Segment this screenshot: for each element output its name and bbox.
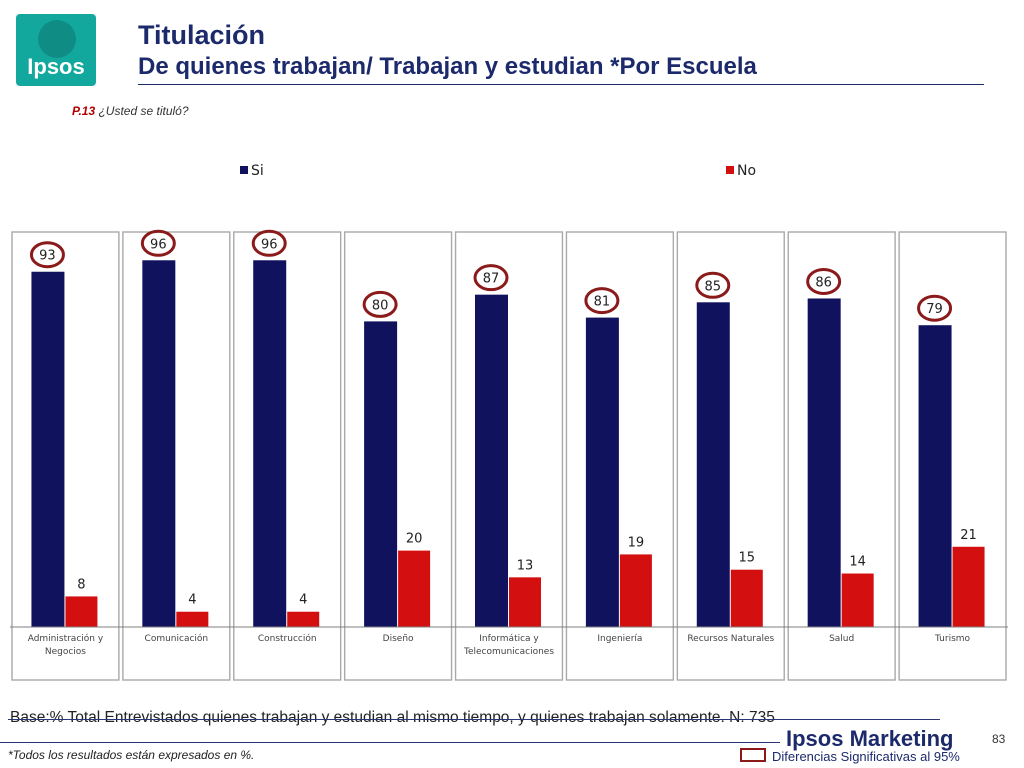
significance-marker (29, 241, 65, 269)
page-subtitle: De quienes trabajan/ Trabajan y estudian… (138, 53, 757, 80)
legend-label-si: Si (251, 163, 264, 179)
bar-si (364, 321, 398, 627)
category-label: Construcción (258, 633, 317, 644)
base-divider (8, 719, 940, 720)
significance-marker (695, 271, 731, 299)
data-label-si: 93 (39, 249, 56, 264)
data-label-si: 86 (815, 275, 832, 290)
significance-legend-icon (740, 748, 766, 762)
data-label-si: 87 (483, 272, 500, 287)
category-label: Informática y (479, 634, 539, 644)
data-label-no: 21 (960, 528, 977, 543)
category-panel (233, 231, 342, 681)
footer-divider (0, 742, 780, 743)
bar-si (696, 302, 730, 627)
logo-text: Ipsos (27, 54, 85, 79)
bar-si (31, 271, 65, 627)
significance-marker (362, 290, 398, 318)
data-label-si: 85 (705, 279, 722, 294)
title-divider (138, 84, 984, 85)
significance-marker (473, 264, 509, 292)
category-label: Ingeniería (597, 634, 642, 644)
bar-no (952, 546, 985, 627)
base-note: Base:% Total Entrevistados quienes traba… (10, 709, 775, 726)
bar-si (585, 317, 619, 627)
data-label-no: 4 (299, 593, 307, 608)
bar-si (142, 260, 176, 627)
question-label: P.13 ¿Usted se tituló? (72, 104, 189, 118)
data-label-si: 96 (261, 237, 278, 252)
legend-label-no: No (737, 163, 756, 179)
significance-marker (806, 267, 842, 295)
footnote: *Todos los resultados están expresados e… (8, 748, 255, 762)
data-label-si: 80 (372, 298, 389, 313)
legend-swatch-si (240, 166, 248, 174)
question-text: ¿Usted se tituló? (95, 104, 189, 118)
brand-name: Ipsos Marketing (786, 726, 954, 751)
category-label: Salud (829, 634, 854, 644)
bar-si (918, 325, 952, 627)
bar-si (253, 260, 287, 627)
significance-marker (917, 294, 953, 322)
category-panel (787, 231, 896, 681)
category-panel (122, 231, 231, 681)
category-panel (343, 231, 453, 681)
data-label-no: 20 (406, 532, 423, 547)
bar-no (509, 577, 541, 627)
data-label-si: 79 (926, 302, 943, 317)
data-label-no: 19 (628, 535, 645, 550)
bar-no (287, 611, 320, 627)
category-label: Turismo (934, 634, 970, 644)
category-label: Telecomunicaciones (463, 647, 554, 657)
significance-marker (140, 229, 176, 257)
data-label-si: 96 (150, 237, 167, 252)
category-label: Diseño (383, 634, 414, 644)
data-label-si: 81 (594, 295, 611, 310)
question-number: P.13 (72, 104, 96, 118)
significance-legend-label: Diferencias Significativas al 95% (772, 749, 960, 764)
page-title: Titulación (138, 20, 266, 50)
data-label-no: 4 (188, 593, 196, 608)
significance-marker (251, 229, 287, 257)
bar-no (619, 554, 652, 627)
bar-no (841, 573, 874, 627)
category-panel (676, 231, 785, 681)
legend-swatch-no (726, 166, 734, 174)
page-number: 83 (992, 732, 1006, 746)
bar-no (176, 611, 209, 627)
bar-si (807, 298, 841, 627)
bar-si (475, 294, 508, 627)
category-label: Negocios (45, 647, 86, 657)
data-label-no: 14 (849, 555, 866, 570)
bar-chart: Si No 93 8 Administración y Negocios 96 4 Comuni… (10, 163, 1008, 681)
bar-no (398, 550, 431, 627)
significance-marker (584, 287, 620, 315)
bar-no (730, 569, 763, 627)
category-label: Comunicación (145, 633, 209, 644)
data-label-no: 13 (517, 558, 534, 573)
category-label: Administración y (28, 633, 104, 644)
category-label: Recursos Naturales (687, 634, 774, 644)
bar-no (65, 596, 98, 627)
data-label-no: 8 (77, 577, 85, 592)
data-label-no: 15 (739, 551, 756, 566)
ipsos-logo: Ipsos (16, 14, 96, 86)
logo-head-icon (38, 20, 76, 58)
